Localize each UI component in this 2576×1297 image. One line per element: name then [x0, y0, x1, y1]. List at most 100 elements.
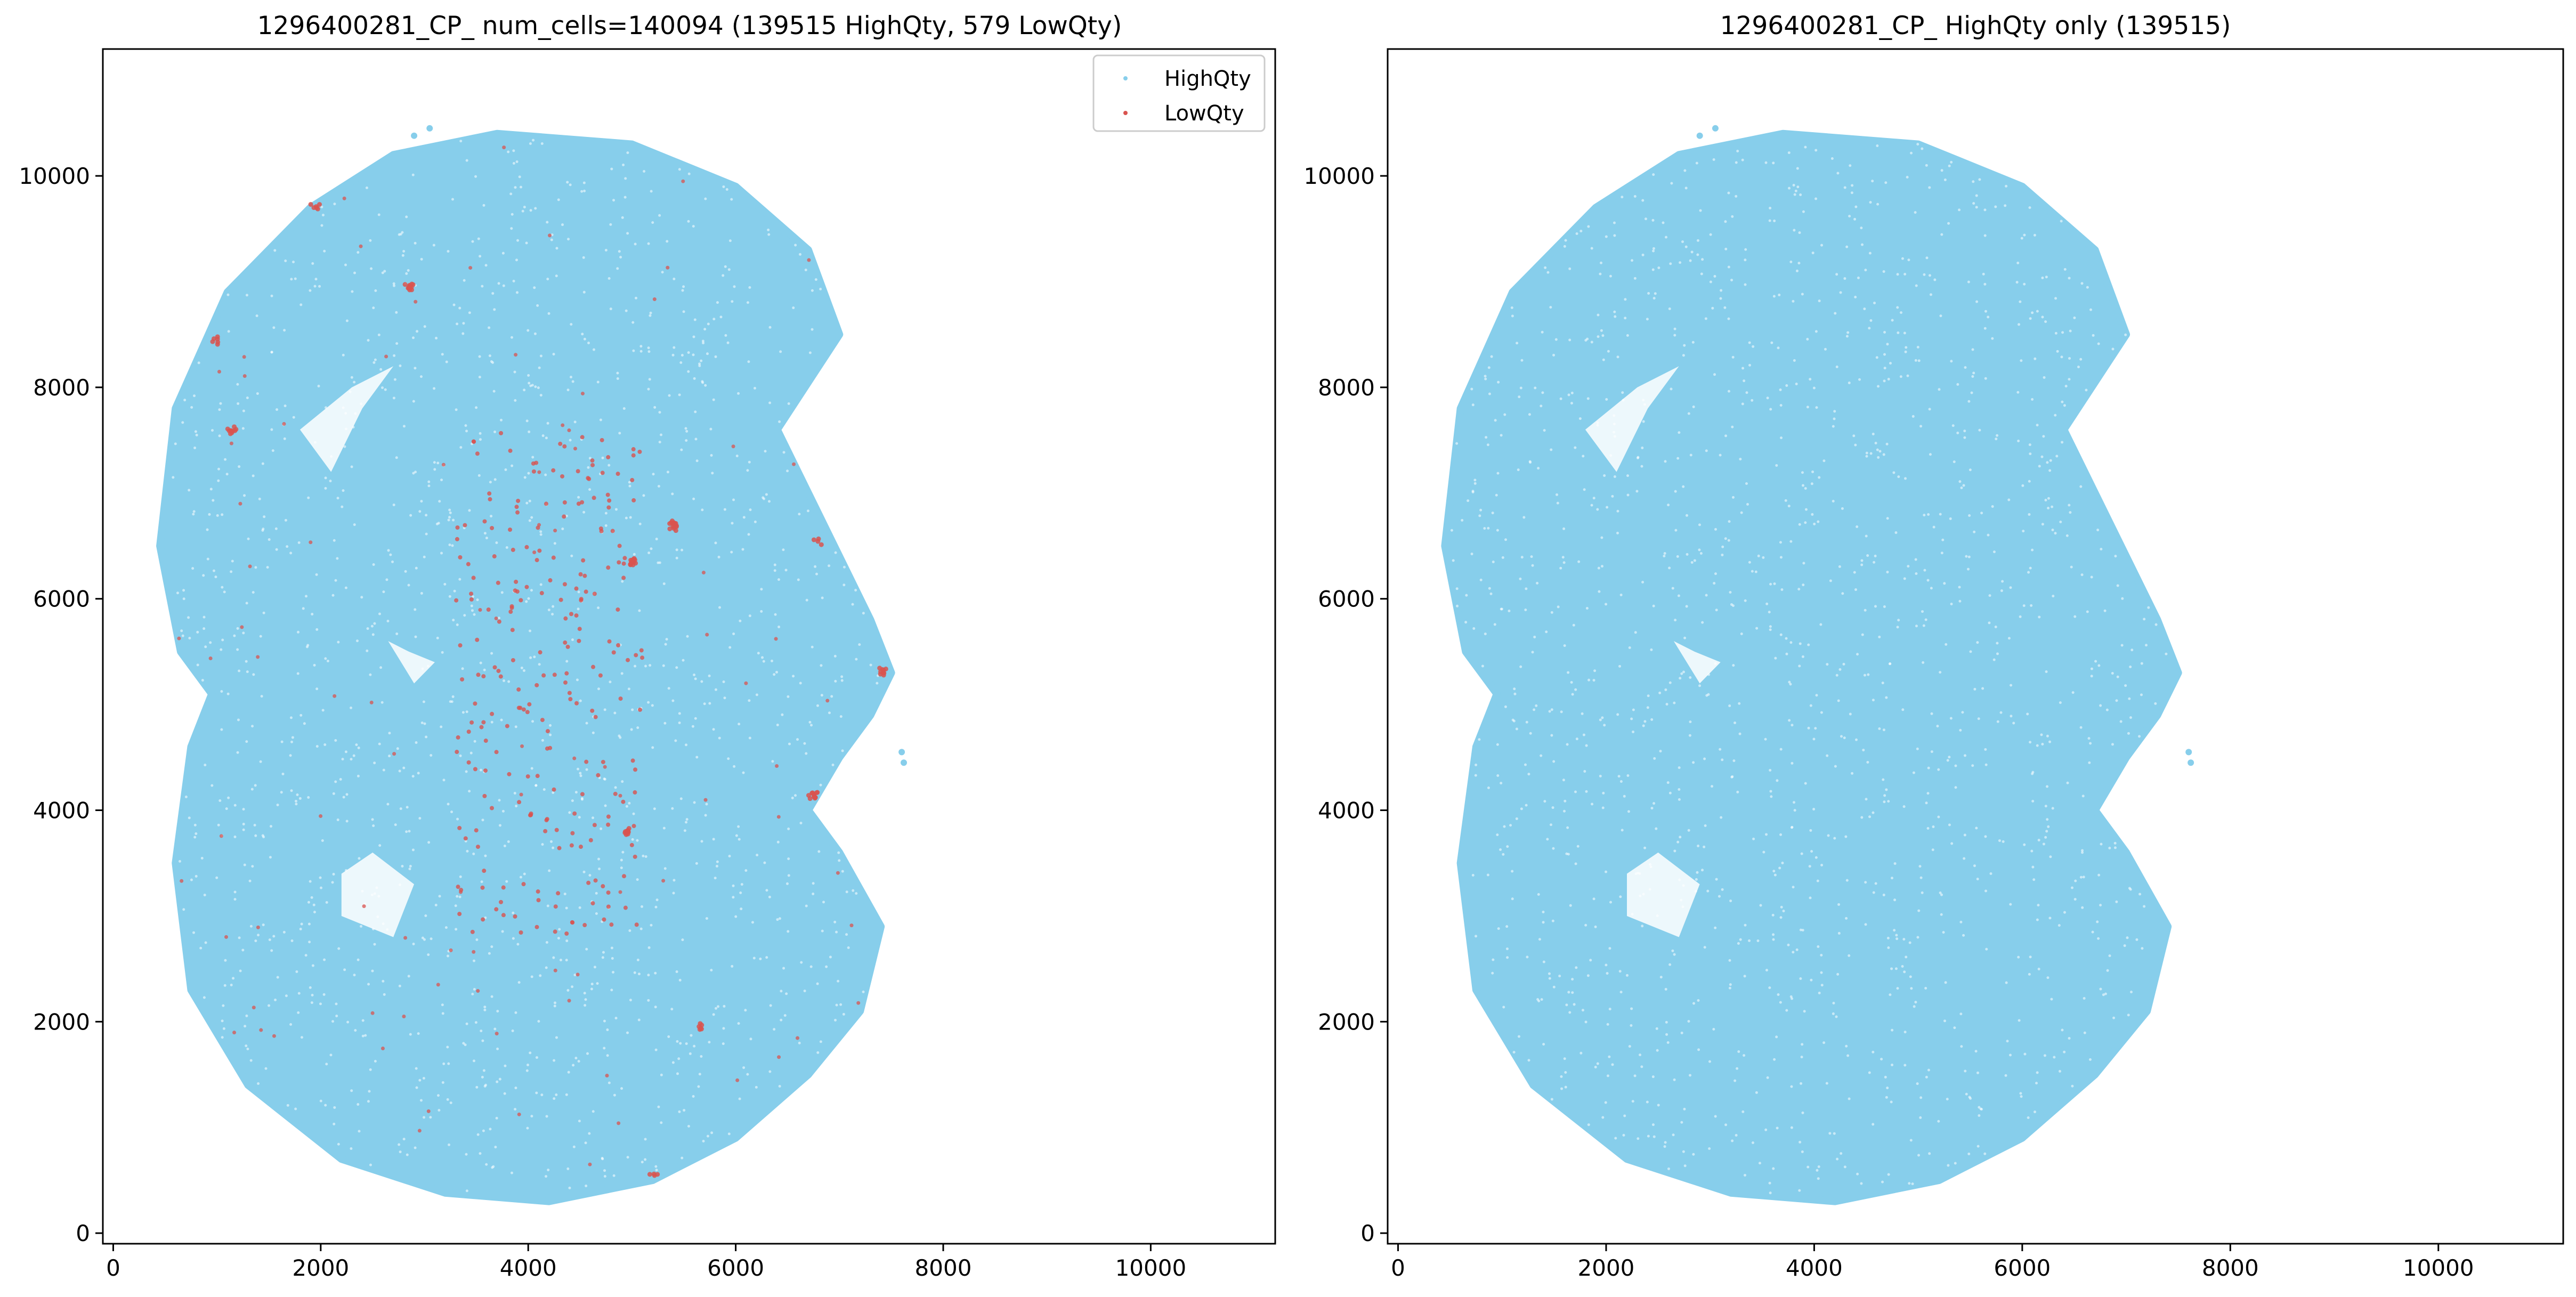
highqty-texture-point	[666, 240, 669, 243]
highqty-texture-point	[1602, 791, 1605, 795]
highqty-texture-point	[529, 384, 532, 387]
highqty-texture-point	[1564, 1085, 1567, 1089]
highqty-texture-point	[768, 326, 772, 329]
highqty-texture-point	[1810, 978, 1813, 982]
highqty-texture-point	[587, 342, 590, 345]
highqty-texture-point	[1492, 561, 1495, 564]
highqty-texture-point	[290, 939, 294, 943]
highqty-texture-point	[221, 638, 224, 642]
highqty-texture-point	[361, 1019, 364, 1022]
highqty-texture-point	[1511, 870, 1514, 873]
highqty-texture-point	[2079, 485, 2083, 488]
lowqty-point	[240, 625, 244, 629]
highqty-texture-point	[1591, 802, 1594, 806]
highqty-texture-point	[1812, 386, 1816, 390]
highqty-texture-point	[243, 863, 246, 866]
highqty-texture-point	[381, 271, 384, 274]
highqty-texture-point	[1792, 886, 1795, 889]
highqty-texture-point	[514, 725, 517, 728]
highqty-texture-point	[319, 1099, 322, 1103]
highqty-texture-point	[1801, 293, 1804, 296]
lowqty-point	[449, 948, 453, 952]
highqty-texture-point	[612, 1174, 615, 1177]
lowqty-point	[536, 889, 540, 894]
highqty-texture-point	[393, 378, 396, 381]
highqty-texture-point	[2046, 818, 2049, 821]
highqty-texture-point	[623, 196, 627, 199]
highqty-texture-point	[1899, 375, 1902, 378]
highqty-texture-point	[1876, 202, 1880, 206]
highqty-texture-point	[1659, 976, 1663, 979]
highqty-texture-point	[1640, 465, 1643, 468]
highqty-texture-point	[808, 351, 812, 354]
highqty-texture-point	[2045, 275, 2048, 279]
highqty-texture-point	[621, 780, 624, 783]
highqty-texture-point	[1657, 266, 1660, 270]
lowqty-point	[471, 575, 476, 580]
highqty-texture-point	[1921, 610, 1924, 613]
highqty-texture-point	[1683, 344, 1686, 347]
highqty-texture-point	[660, 433, 663, 436]
highqty-texture-point	[2028, 206, 2031, 209]
lowqty-point	[633, 767, 638, 772]
lowqty-point	[552, 672, 557, 677]
highqty-texture-point	[1536, 998, 1540, 1001]
y-tick-label: 0	[1360, 1220, 1375, 1246]
highqty-texture-point	[2032, 878, 2036, 881]
highqty-texture-point	[1614, 315, 1617, 318]
lowqty-point	[532, 550, 537, 554]
highqty-texture-point	[1495, 493, 1498, 497]
highqty-texture-point	[427, 480, 431, 483]
highqty-texture-point	[254, 939, 257, 943]
highqty-texture-point	[1992, 550, 1996, 554]
highqty-texture-point	[272, 935, 276, 938]
highqty-texture-point	[305, 595, 308, 598]
highqty-texture-point	[365, 187, 368, 190]
highqty-texture-point	[414, 471, 417, 474]
highqty-texture-point	[1976, 878, 1979, 881]
highqty-texture-point	[1932, 525, 1935, 529]
highqty-texture-point	[797, 578, 800, 581]
highqty-texture-point	[242, 631, 245, 635]
highqty-texture-point	[1559, 397, 1562, 400]
highqty-texture-point	[477, 237, 480, 240]
highqty-texture-point	[1943, 582, 1946, 585]
highqty-texture-point	[597, 857, 601, 861]
highqty-texture-point	[1872, 1123, 1875, 1126]
highqty-texture-point	[492, 390, 496, 393]
highqty-texture-point	[1631, 913, 1634, 916]
highqty-texture-point	[654, 905, 658, 909]
highqty-texture-point	[241, 427, 245, 430]
highqty-texture-point	[357, 774, 360, 777]
highqty-texture-point	[274, 999, 277, 1002]
highqty-texture-point	[634, 242, 637, 246]
highqty-texture-point	[1613, 234, 1616, 237]
lowqty-point	[580, 392, 585, 396]
highqty-texture-point	[1619, 593, 1623, 596]
lowqty-point	[856, 1001, 861, 1005]
highqty-texture-point	[2046, 785, 2049, 788]
highqty-texture-point	[1887, 1173, 1890, 1176]
highqty-texture-point	[512, 911, 515, 914]
lowqty-point	[483, 768, 488, 773]
highqty-texture-point	[1814, 856, 1818, 859]
highqty-texture-point	[1682, 354, 1685, 357]
highqty-texture-point	[1484, 375, 1487, 378]
highqty-texture-point	[1948, 823, 1951, 826]
highqty-texture-point	[1964, 366, 1967, 369]
highqty-texture-point	[1724, 220, 1727, 223]
highqty-texture-point	[1685, 605, 1688, 608]
lowqty-point	[621, 575, 626, 580]
lowqty-point	[617, 544, 622, 548]
highqty-texture-point	[2100, 548, 2103, 551]
right-plot-area: 0 2000 4000 6000 8000 10000020004000600080001…	[1303, 48, 2564, 1281]
highqty-texture-point	[1899, 311, 1902, 314]
highqty-texture-point	[733, 285, 736, 288]
highqty-texture-point	[184, 796, 188, 799]
highqty-texture-point	[673, 346, 676, 349]
highqty-texture-point	[738, 1097, 741, 1100]
highqty-texture-point	[2097, 342, 2100, 345]
highqty-texture-point	[843, 565, 846, 569]
highqty-texture-point	[1605, 398, 1608, 401]
highqty-texture-point	[248, 879, 252, 882]
